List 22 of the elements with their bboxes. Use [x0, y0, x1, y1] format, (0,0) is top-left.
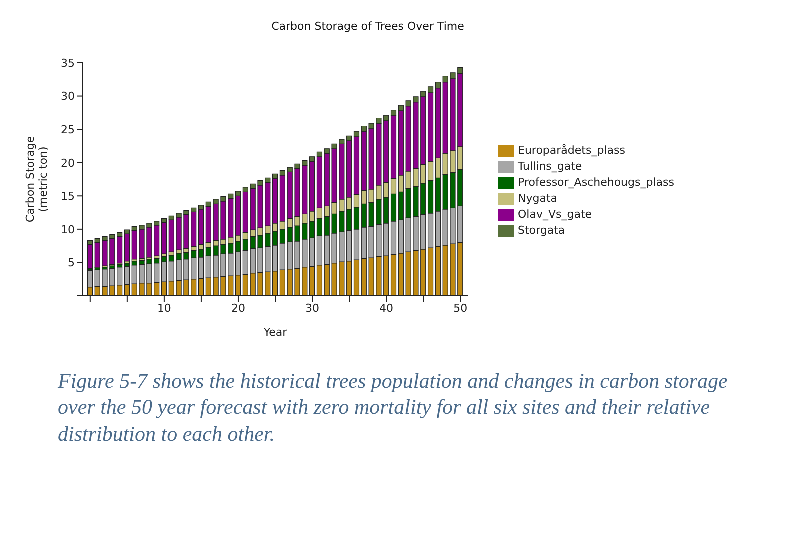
- y-tick-label: 25: [61, 123, 75, 136]
- legend-label: Olav_Vs_gate: [518, 208, 592, 221]
- legend-label: Europarådets_plass: [518, 144, 626, 157]
- y-tick-label: 15: [61, 190, 75, 204]
- legend-label: Professor_Aschehougs_plass: [518, 176, 674, 189]
- x-tick-label: 40: [380, 302, 394, 315]
- x-axis-title: Year: [262, 326, 288, 339]
- y-tick-label: 35: [61, 56, 75, 70]
- caption: Figure 5-7 shows the historical trees population and changes in carbon storage over the 50 year forecast with zero mortality for all six sites and their relative distribution to each other.: [58, 368, 729, 447]
- y-tick-label: 20: [61, 156, 75, 170]
- y-tick-label: 10: [61, 223, 75, 236]
- x-tick-label: 10: [157, 302, 172, 315]
- legend-label: Storgata: [518, 224, 566, 237]
- y-tick-label: 30: [61, 90, 75, 104]
- chart-title: Carbon Storage of Trees Over Time: [270, 20, 466, 33]
- x-tick-label: 20: [231, 302, 246, 315]
- x-tick-label: 30: [306, 302, 320, 315]
- y-axis-title: Carbon Storage (metric ton): [24, 136, 50, 223]
- legend-label: Tullins_gate: [518, 160, 582, 173]
- x-tick-label: 50: [454, 302, 468, 315]
- y-tick-label: 5: [68, 256, 75, 270]
- legend-label: Nygata: [518, 192, 558, 205]
